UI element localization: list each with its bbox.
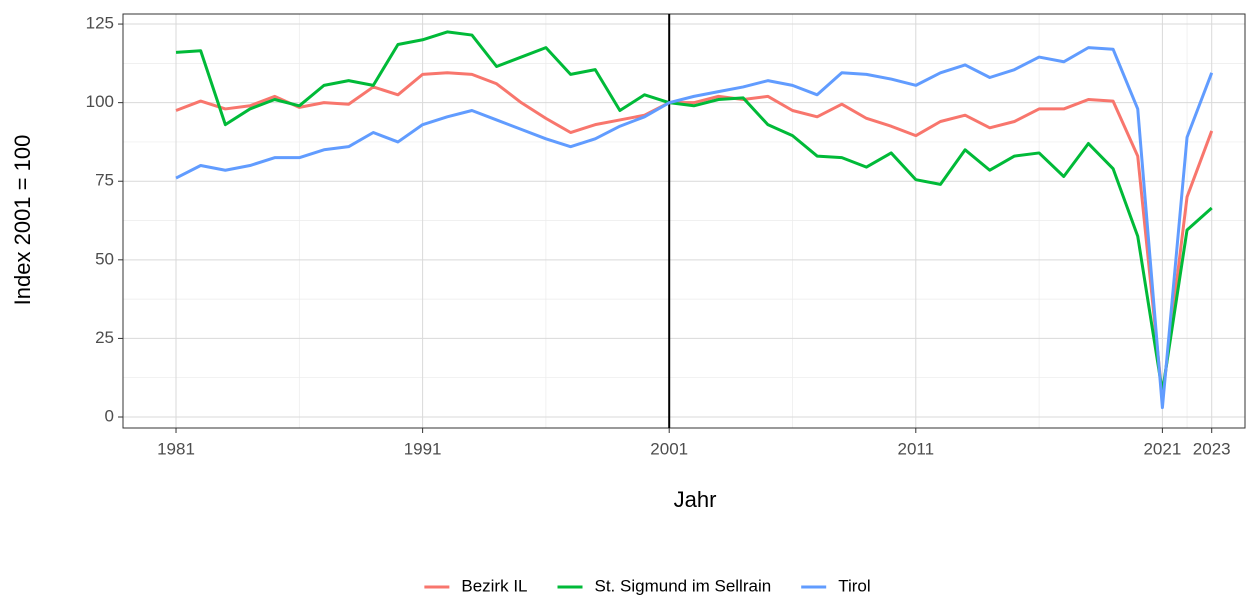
y-tick-label: 100 <box>86 92 114 111</box>
panel-border <box>122 13 1246 429</box>
x-tick-label: 2021 <box>1143 439 1181 458</box>
y-tick-label: 0 <box>105 406 114 425</box>
x-tick-label: 1981 <box>157 439 195 458</box>
x-tick-label: 2023 <box>1193 439 1231 458</box>
series-line <box>175 46 1214 410</box>
x-axis-title: Jahr <box>674 487 717 512</box>
x-tick-label: 2011 <box>898 439 935 458</box>
y-tick-label: 125 <box>86 14 114 33</box>
x-tick-label: 2001 <box>650 439 688 458</box>
series-line <box>175 71 1214 400</box>
y-tick-label: 75 <box>95 171 114 190</box>
legend-label: Bezirk IL <box>461 576 527 595</box>
legend-label: St. Sigmund im Sellrain <box>595 576 772 595</box>
legend-label: Tirol <box>838 576 870 595</box>
y-tick-label: 50 <box>95 249 114 268</box>
y-axis-title: Index 2001 = 100 <box>10 135 35 306</box>
series-line <box>175 30 1213 394</box>
y-tick-label: 25 <box>95 328 114 347</box>
x-tick-label: 1991 <box>404 439 442 458</box>
